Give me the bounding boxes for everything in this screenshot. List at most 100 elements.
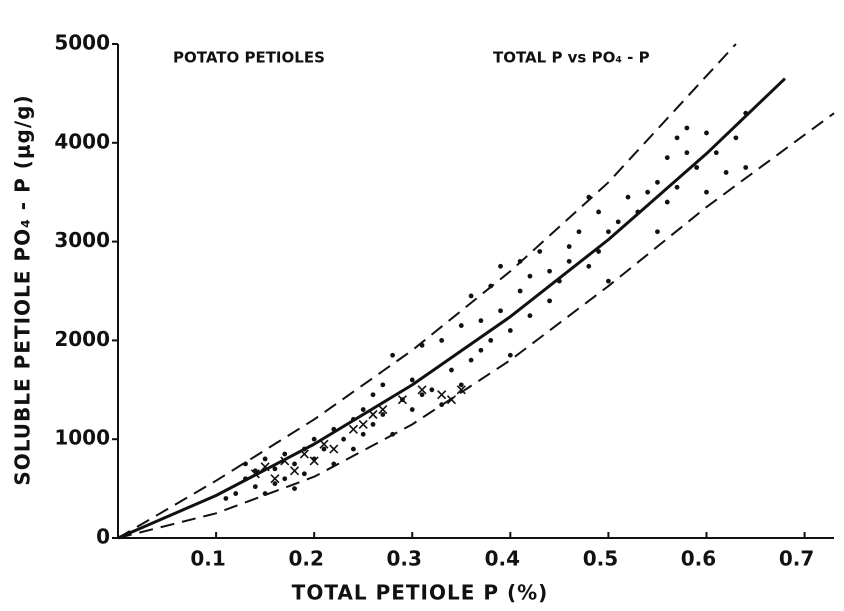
dot-point	[684, 125, 690, 131]
dot-point	[429, 387, 435, 393]
dot-point	[350, 446, 356, 452]
dot-point	[664, 199, 670, 205]
dot-point	[507, 328, 513, 333]
dot-point	[292, 486, 297, 491]
dot-point	[507, 352, 513, 358]
dot-point	[547, 268, 552, 274]
y-axis-label: SOLUBLE PETIOLE PO₄ - P (μg/g)	[11, 94, 35, 485]
dot-point	[733, 135, 739, 141]
dot-point	[547, 298, 552, 304]
cross-point	[289, 466, 300, 476]
dot-point	[252, 484, 258, 490]
dot-point	[478, 347, 484, 353]
dot-point	[723, 170, 729, 175]
annotation: TOTAL P vs PO₄ - P	[493, 49, 650, 67]
dot-point	[262, 456, 268, 462]
cross-point	[358, 419, 368, 429]
y-tick-label: 1000	[54, 426, 110, 450]
dot-point	[282, 476, 288, 482]
dot-point	[674, 135, 680, 141]
dot-point	[409, 407, 415, 412]
dashed-bound	[117, 43, 737, 539]
dot-point	[390, 352, 396, 358]
dot-point	[478, 318, 484, 324]
dot-point	[272, 481, 278, 487]
dot-point	[468, 293, 474, 299]
dot-point	[488, 338, 494, 343]
dot-point	[449, 367, 454, 373]
dot-point	[596, 209, 602, 215]
dot-point	[380, 412, 386, 417]
cross-point	[417, 385, 427, 395]
dot-point	[439, 338, 445, 343]
dot-point	[370, 392, 376, 398]
dot-point	[566, 244, 572, 249]
dot-point	[625, 194, 631, 200]
x-tick-label: 0.7	[779, 547, 814, 571]
dot-point	[704, 189, 709, 195]
dot-point	[419, 392, 425, 398]
dot-point	[596, 249, 602, 254]
dot-point	[311, 436, 317, 442]
cross-point	[437, 390, 447, 400]
x-tick-label: 0.6	[681, 547, 716, 571]
dot-point	[655, 229, 660, 235]
dot-point	[684, 150, 690, 156]
dot-point	[655, 179, 660, 185]
dot-point	[292, 461, 297, 467]
dot-point	[704, 130, 709, 136]
dot-point	[713, 150, 719, 156]
dot-point	[370, 421, 376, 427]
cross-point	[329, 444, 339, 454]
dot-point	[527, 273, 533, 279]
y-tick-label: 5000	[54, 31, 110, 55]
x-tick-label: 0.2	[288, 547, 323, 571]
dot-point	[694, 165, 700, 170]
cross-point	[309, 456, 319, 466]
dot-point	[272, 466, 278, 472]
dot-point	[527, 313, 533, 319]
cross-point	[397, 395, 408, 405]
cross-point	[270, 474, 280, 484]
x-tick-label: 0.5	[583, 547, 618, 571]
dot-point	[576, 229, 582, 235]
y-tick-label: 0	[96, 525, 110, 549]
dot-point	[566, 258, 572, 264]
dot-point	[360, 431, 366, 437]
dashed-bound	[117, 112, 835, 539]
dot-point	[468, 357, 474, 363]
annotation: POTATO PETIOLES	[173, 49, 325, 67]
dot-point	[645, 189, 651, 195]
dot-point	[586, 263, 592, 269]
y-tick-label: 2000	[54, 327, 110, 351]
dot-point	[517, 288, 523, 294]
dot-point	[223, 496, 229, 501]
dot-point	[743, 165, 749, 170]
dot-point	[458, 323, 464, 328]
dot-point	[282, 451, 288, 457]
dot-point	[321, 446, 327, 452]
dot-point	[498, 308, 503, 314]
x-tick-label: 0.4	[485, 547, 520, 571]
x-tick-label: 0.3	[387, 547, 422, 571]
x-axis-label: TOTAL PETIOLE P (%)	[292, 581, 549, 605]
y-tick-label: 3000	[54, 228, 110, 252]
dot-point	[301, 471, 307, 477]
dot-point	[606, 278, 611, 284]
cross-point	[348, 424, 358, 434]
dot-point	[606, 229, 611, 235]
fitted-curve	[117, 77, 786, 540]
dot-point	[537, 249, 543, 254]
dot-point	[664, 155, 670, 161]
dot-point	[243, 461, 248, 467]
dot-point	[674, 184, 680, 190]
dot-point	[498, 263, 503, 269]
dot-point	[341, 436, 346, 442]
cross-point	[456, 385, 466, 395]
dot-point	[380, 382, 386, 388]
dot-point	[360, 407, 366, 412]
x-tick-label: 0.1	[190, 547, 225, 571]
y-tick-label: 4000	[54, 129, 110, 153]
